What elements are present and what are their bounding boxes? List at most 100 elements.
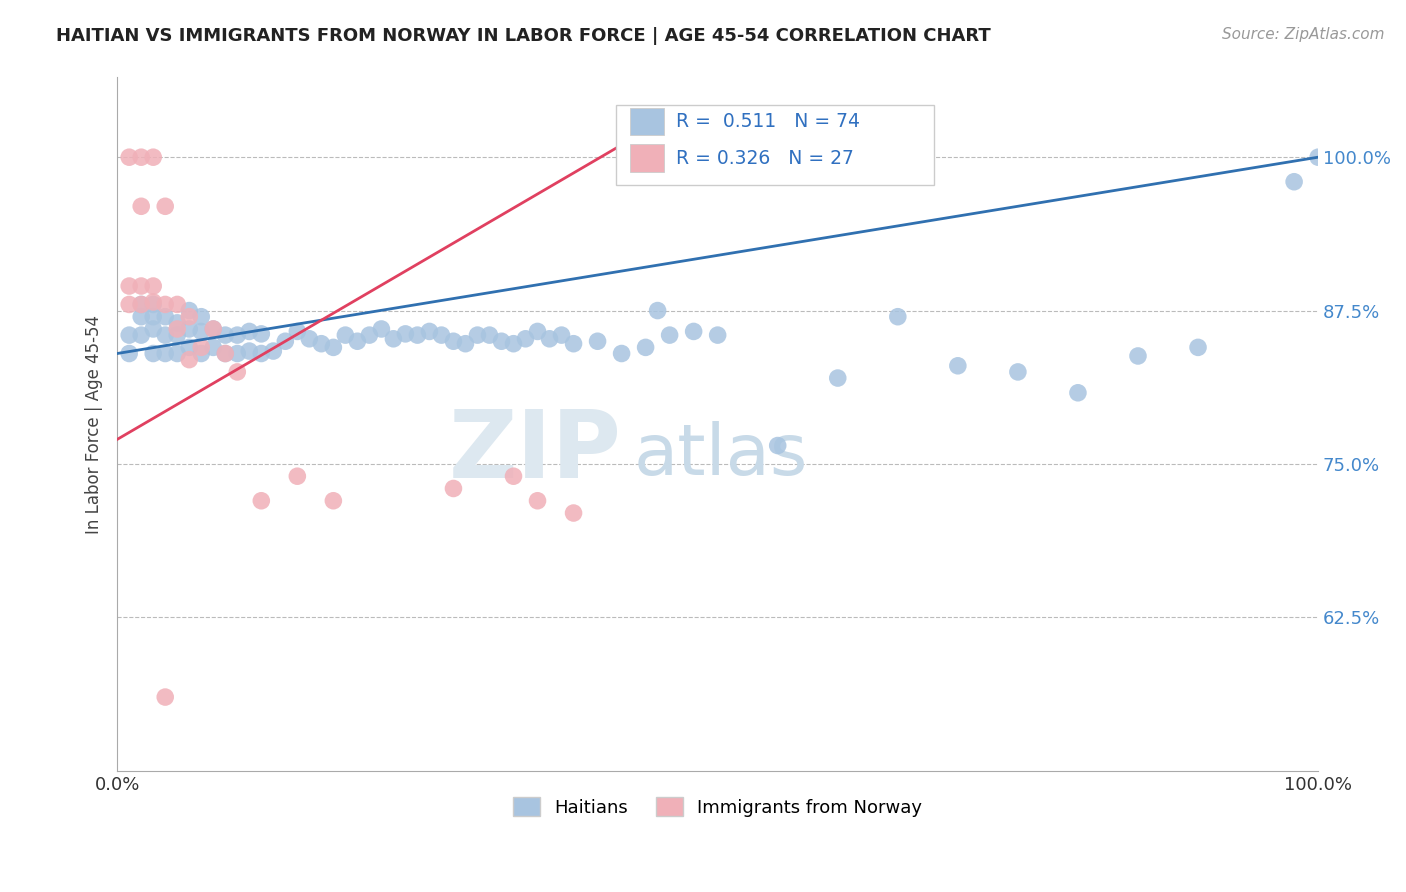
Point bbox=[335, 328, 357, 343]
Point bbox=[142, 279, 165, 293]
Point bbox=[129, 328, 152, 343]
Text: atlas: atlas bbox=[634, 421, 808, 490]
Point bbox=[370, 322, 392, 336]
Point bbox=[226, 365, 249, 379]
Legend: Haitians, Immigrants from Norway: Haitians, Immigrants from Norway bbox=[506, 790, 929, 824]
Point bbox=[118, 328, 141, 343]
Point bbox=[179, 352, 201, 367]
Point bbox=[190, 346, 212, 360]
Point bbox=[142, 150, 165, 164]
FancyBboxPatch shape bbox=[630, 108, 664, 136]
Point bbox=[129, 150, 152, 164]
Point bbox=[129, 199, 152, 213]
Point bbox=[142, 297, 165, 311]
Point bbox=[250, 346, 273, 360]
Point bbox=[1308, 150, 1330, 164]
FancyBboxPatch shape bbox=[630, 145, 664, 172]
Point bbox=[526, 493, 548, 508]
Point bbox=[166, 322, 188, 336]
Point bbox=[346, 334, 368, 349]
FancyBboxPatch shape bbox=[616, 105, 934, 185]
Point bbox=[190, 340, 212, 354]
Point bbox=[155, 199, 177, 213]
Point bbox=[610, 346, 633, 360]
Point bbox=[562, 336, 585, 351]
Point bbox=[1007, 365, 1029, 379]
Point bbox=[166, 316, 188, 330]
Point bbox=[526, 325, 548, 339]
Point bbox=[118, 279, 141, 293]
Point bbox=[129, 297, 152, 311]
Point bbox=[129, 310, 152, 324]
Point bbox=[538, 332, 561, 346]
Point bbox=[142, 295, 165, 310]
Point bbox=[274, 334, 297, 349]
Point bbox=[166, 297, 188, 311]
Point bbox=[382, 332, 405, 346]
Text: R =  0.511   N = 74: R = 0.511 N = 74 bbox=[676, 112, 859, 131]
Point bbox=[359, 328, 381, 343]
Point bbox=[166, 328, 188, 343]
Point bbox=[634, 340, 657, 354]
Point bbox=[179, 340, 201, 354]
Point bbox=[155, 297, 177, 311]
Text: HAITIAN VS IMMIGRANTS FROM NORWAY IN LABOR FORCE | AGE 45-54 CORRELATION CHART: HAITIAN VS IMMIGRANTS FROM NORWAY IN LAB… bbox=[56, 27, 991, 45]
Point bbox=[478, 328, 501, 343]
Point bbox=[202, 322, 225, 336]
Point bbox=[502, 336, 524, 351]
Point bbox=[946, 359, 969, 373]
Point bbox=[515, 332, 537, 346]
Point bbox=[155, 690, 177, 704]
Point bbox=[550, 328, 572, 343]
Point bbox=[443, 334, 465, 349]
Point bbox=[298, 332, 321, 346]
Text: Source: ZipAtlas.com: Source: ZipAtlas.com bbox=[1222, 27, 1385, 42]
Point bbox=[491, 334, 513, 349]
Point bbox=[214, 346, 236, 360]
Y-axis label: In Labor Force | Age 45-54: In Labor Force | Age 45-54 bbox=[86, 315, 103, 533]
Point bbox=[155, 310, 177, 324]
Point bbox=[443, 482, 465, 496]
Point bbox=[1187, 340, 1209, 354]
Point bbox=[322, 493, 344, 508]
Point bbox=[1067, 385, 1090, 400]
Point bbox=[467, 328, 489, 343]
Point bbox=[766, 438, 789, 452]
Point bbox=[454, 336, 477, 351]
Point bbox=[214, 328, 236, 343]
Point bbox=[179, 310, 201, 324]
Point bbox=[129, 279, 152, 293]
Point bbox=[706, 328, 728, 343]
Point bbox=[118, 150, 141, 164]
Point bbox=[430, 328, 453, 343]
Point bbox=[418, 325, 440, 339]
Point bbox=[129, 297, 152, 311]
Point bbox=[394, 326, 416, 341]
Point bbox=[226, 328, 249, 343]
Point bbox=[887, 310, 910, 324]
Point bbox=[1126, 349, 1149, 363]
Point bbox=[586, 334, 609, 349]
Point bbox=[827, 371, 849, 385]
Point bbox=[311, 336, 333, 351]
Point bbox=[406, 328, 429, 343]
Point bbox=[179, 322, 201, 336]
Point bbox=[647, 303, 669, 318]
Text: ZIP: ZIP bbox=[449, 406, 621, 498]
Point bbox=[202, 340, 225, 354]
Point bbox=[562, 506, 585, 520]
Point bbox=[142, 346, 165, 360]
Point bbox=[166, 346, 188, 360]
Point bbox=[285, 469, 308, 483]
Point bbox=[142, 322, 165, 336]
Point bbox=[322, 340, 344, 354]
Point bbox=[214, 346, 236, 360]
Point bbox=[238, 344, 260, 359]
Point bbox=[285, 325, 308, 339]
Point bbox=[226, 346, 249, 360]
Point bbox=[250, 493, 273, 508]
Point bbox=[1282, 175, 1305, 189]
Point bbox=[190, 325, 212, 339]
Point bbox=[502, 469, 524, 483]
Point bbox=[682, 325, 704, 339]
